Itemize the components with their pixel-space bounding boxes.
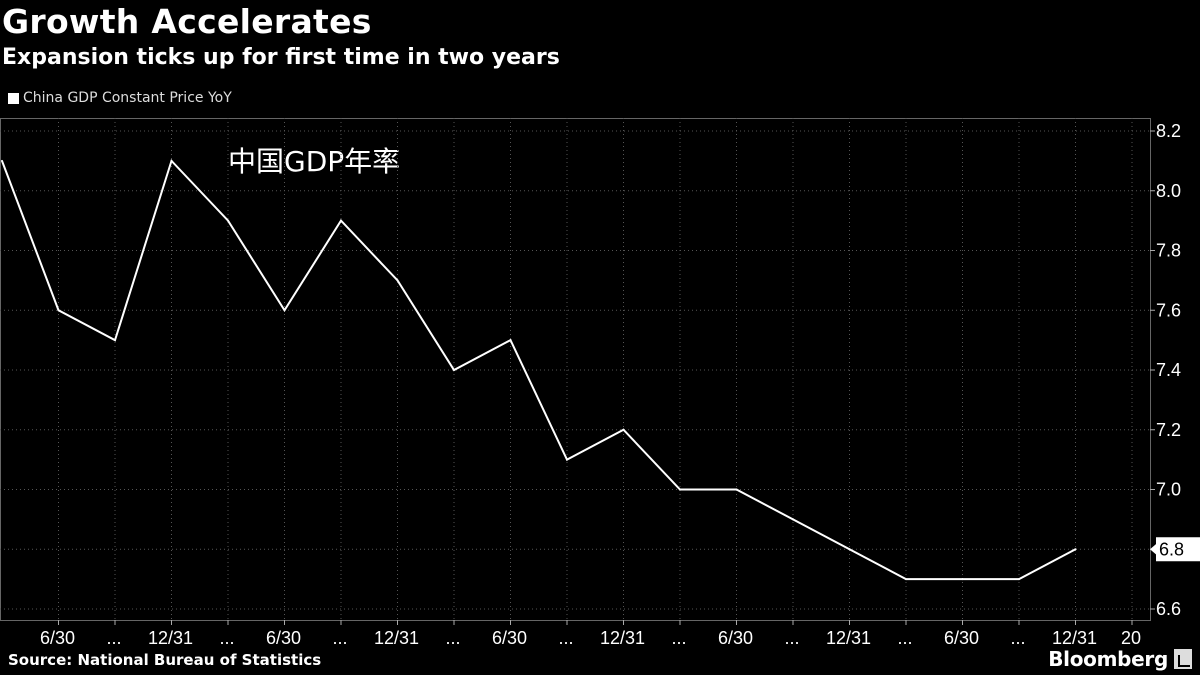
x-tick-label: ... bbox=[671, 628, 686, 648]
last-value-badge bbox=[1156, 537, 1200, 562]
y-tick-label: 6.6 bbox=[1156, 599, 1181, 619]
chart-subtitle: Expansion ticks up for first time in two… bbox=[2, 45, 560, 70]
x-tick-label: 12/31 bbox=[148, 628, 193, 648]
y-tick-label: 7.6 bbox=[1156, 300, 1181, 320]
legend-label: China GDP Constant Price YoY bbox=[23, 90, 232, 106]
x-tick-label: 12/31 bbox=[600, 628, 645, 648]
x-tick-label: ... bbox=[784, 628, 799, 648]
legend: China GDP Constant Price YoY bbox=[8, 90, 232, 106]
x-tick-label: 12/31 bbox=[826, 628, 871, 648]
legend-swatch bbox=[8, 92, 19, 104]
data-point bbox=[1, 159, 3, 162]
x-tick-label: 6/30 bbox=[40, 628, 75, 648]
x-tick-label: 12/31 bbox=[374, 628, 419, 648]
last-value-label: 6.8 bbox=[1159, 539, 1184, 559]
x-tick-label: 20 bbox=[1121, 628, 1141, 648]
y-tick-label: 7.0 bbox=[1156, 480, 1181, 500]
data-point bbox=[735, 488, 738, 491]
y-tick-label: 7.8 bbox=[1156, 241, 1181, 261]
chart-annotation: 中国GDP年率 bbox=[228, 145, 401, 178]
data-point bbox=[114, 339, 116, 342]
data-point bbox=[961, 578, 964, 581]
x-tick-label: 6/30 bbox=[944, 628, 979, 648]
y-tick-label: 8.0 bbox=[1156, 181, 1181, 201]
x-tick-label: ... bbox=[332, 628, 347, 648]
data-point bbox=[509, 339, 512, 342]
data-point bbox=[622, 428, 625, 431]
x-tick-label: ... bbox=[219, 628, 234, 648]
x-tick-label: 6/30 bbox=[718, 628, 753, 648]
x-tick-label: ... bbox=[897, 628, 912, 648]
brand-mark-icon bbox=[1174, 649, 1192, 669]
data-point bbox=[396, 279, 399, 282]
series-line bbox=[1, 158, 1076, 581]
data-point bbox=[453, 369, 455, 371]
data-point bbox=[227, 219, 229, 222]
x-tick-label: ... bbox=[106, 628, 121, 648]
data-point bbox=[905, 578, 907, 581]
last-value-pointer bbox=[1150, 543, 1157, 556]
data-point bbox=[170, 159, 173, 162]
data-point bbox=[340, 219, 342, 222]
x-tick-label: ... bbox=[445, 628, 460, 648]
source-note: Source: National Bureau of Statistics bbox=[8, 651, 322, 669]
x-tick-label: 6/30 bbox=[266, 628, 301, 648]
data-point bbox=[1018, 578, 1020, 581]
x-tick-label: ... bbox=[1010, 628, 1025, 648]
data-point bbox=[848, 548, 851, 551]
y-tick-label: 7.2 bbox=[1156, 420, 1181, 440]
data-point bbox=[1074, 548, 1077, 551]
chart-title: Growth Accelerates bbox=[2, 2, 372, 41]
x-tick-label: 12/31 bbox=[1052, 628, 1097, 648]
data-point bbox=[679, 488, 681, 491]
x-tick-label: 6/30 bbox=[492, 628, 527, 648]
data-point bbox=[283, 309, 286, 312]
x-tick-label: ... bbox=[558, 628, 573, 648]
data-point bbox=[792, 518, 794, 521]
data-point bbox=[57, 309, 60, 312]
brand-logo: Bloomberg bbox=[1048, 647, 1168, 671]
y-tick-label: 8.2 bbox=[1156, 121, 1181, 141]
data-point bbox=[566, 458, 568, 461]
y-tick-label: 7.4 bbox=[1156, 360, 1181, 380]
